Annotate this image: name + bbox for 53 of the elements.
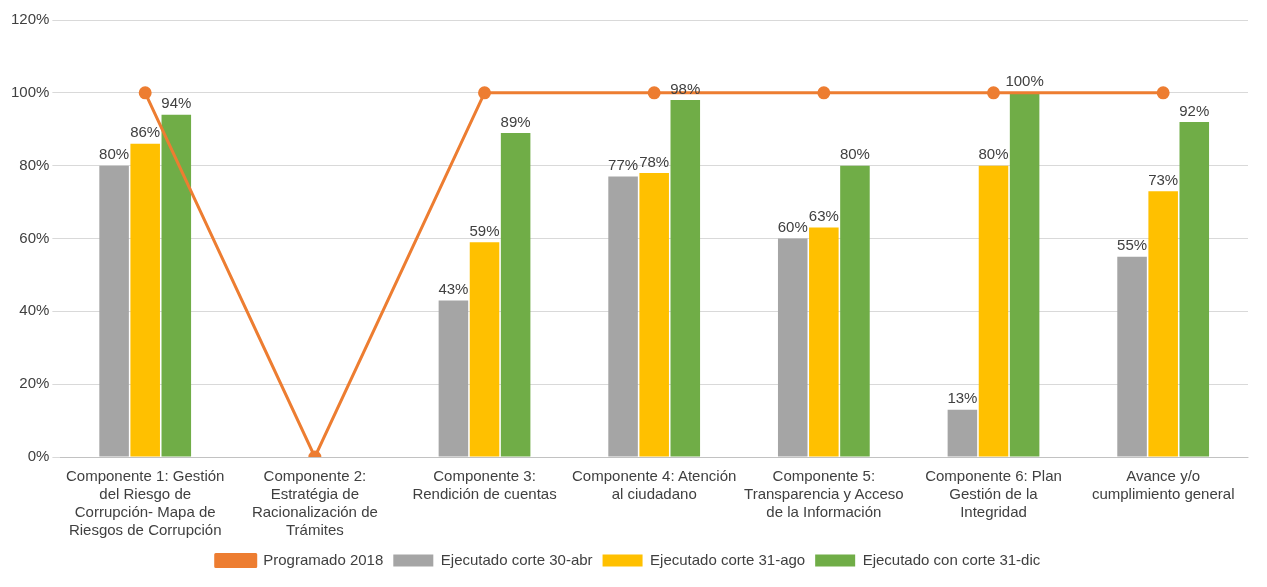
data-label: 100% bbox=[1005, 72, 1044, 90]
y-tick-label: 40% bbox=[19, 301, 50, 319]
bar bbox=[99, 165, 129, 457]
data-label: 59% bbox=[469, 221, 500, 239]
bar bbox=[978, 165, 1009, 457]
y-tick-label: 120% bbox=[10, 10, 50, 28]
bar bbox=[1117, 256, 1147, 457]
y-tick-label: 20% bbox=[19, 374, 50, 392]
bar bbox=[840, 165, 870, 457]
x-tick-label: Componente 4: Atención al ciudadano bbox=[572, 467, 737, 503]
bar bbox=[130, 143, 160, 457]
data-label: 86% bbox=[130, 123, 161, 141]
legend-label: Programado 2018 bbox=[263, 550, 384, 568]
y-tick-label: 0% bbox=[27, 447, 50, 465]
data-label: 63% bbox=[808, 207, 839, 225]
bar bbox=[500, 132, 531, 457]
x-tick-label: Avance y/o cumplimiento general bbox=[1091, 467, 1235, 503]
bar bbox=[777, 238, 808, 457]
bar bbox=[1009, 92, 1040, 457]
y-tick-label: 100% bbox=[10, 82, 50, 100]
data-label: 43% bbox=[438, 280, 469, 298]
data-label: 92% bbox=[1179, 101, 1210, 119]
data-label: 78% bbox=[639, 152, 670, 170]
x-tick-label: Componente 3: Rendición de cuentas bbox=[412, 467, 557, 503]
y-tick-label: 80% bbox=[19, 155, 50, 173]
bar bbox=[639, 172, 669, 457]
data-label: 55% bbox=[1117, 236, 1148, 254]
bar bbox=[608, 176, 638, 457]
x-tick-label: Componente 5: Transparencia y Acceso de la Información bbox=[744, 467, 904, 521]
bar bbox=[469, 242, 500, 457]
x-tick-label: Componente 6: Plan Gestión de la Integridad bbox=[925, 467, 1062, 521]
bar bbox=[1148, 191, 1178, 457]
bar bbox=[1179, 121, 1210, 457]
y-tick-label: 60% bbox=[19, 228, 50, 246]
legend-label: Ejecutado con corte 31-dic bbox=[862, 550, 1041, 568]
legend-label: Ejecutado corte 31-ago bbox=[650, 550, 806, 568]
bar bbox=[670, 100, 701, 457]
data-label: 60% bbox=[777, 218, 808, 236]
bar bbox=[438, 300, 469, 457]
x-tick-label: Componente 1: Gestión del Riesgo de Corrupción- Mapa de Riesgos de Corrupción bbox=[65, 467, 225, 539]
bar bbox=[161, 114, 192, 457]
data-label: 80% bbox=[99, 145, 130, 163]
legend-label: Ejecutado corte 30-abr bbox=[440, 550, 593, 568]
data-label: 94% bbox=[161, 94, 192, 112]
bar bbox=[947, 409, 978, 457]
data-label: 89% bbox=[500, 112, 531, 130]
x-tick-label: Componente 2: Estratégia de Racionalización de Trámites bbox=[251, 467, 378, 539]
bar bbox=[809, 227, 839, 457]
data-label: 80% bbox=[839, 145, 870, 163]
data-label: 80% bbox=[978, 145, 1009, 163]
data-label: 77% bbox=[608, 156, 639, 174]
data-label: 73% bbox=[1148, 170, 1179, 188]
data-label: 13% bbox=[947, 389, 978, 407]
